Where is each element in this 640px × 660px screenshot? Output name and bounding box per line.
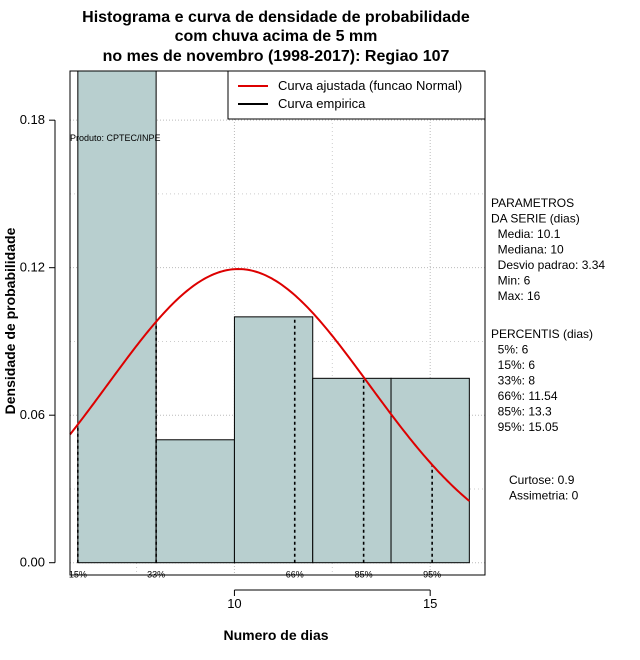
histogram-bar-0: [77, 70, 157, 564]
parameters-line-4: Desvio padrao: 3.34: [491, 258, 605, 272]
chart-title-line-3: no mes de novembro (1998-2017): Regiao 1…: [103, 48, 450, 65]
parameters-line-0: PARAMETROS: [491, 196, 574, 210]
product-label: Produto: CPTEC/INPE: [70, 133, 161, 143]
legend-label-empirical: Curva empirica: [278, 96, 366, 111]
shape-line-1: Assimetria: 0: [509, 489, 579, 503]
x-axis-label: Numero de dias: [223, 627, 328, 643]
y-tick-label-0: 0.00: [20, 555, 45, 570]
x-axis: 10 15: [227, 589, 437, 611]
legend-label-normal: Curva ajustada (funcao Normal): [278, 78, 462, 93]
shape-line-0: Curtose: 0.9: [509, 473, 575, 487]
x-tick-label-0: 10: [227, 596, 241, 611]
y-tick-label-3: 0.18: [20, 112, 45, 127]
histogram-bars: [77, 70, 470, 564]
percentiles-line-6: 95%: 15.05: [491, 420, 559, 434]
y-axis: 0.00 0.06 0.12 0.18: [20, 112, 56, 570]
parameters-line-6: Max: 16: [491, 289, 541, 303]
y-ticks: 0.00 0.06 0.12 0.18: [20, 112, 55, 570]
x-ticks: 10 15: [227, 590, 437, 611]
percentiles-line-3: 33%: 8: [491, 374, 535, 388]
shape-stats-panel: Curtose: 0.9 Assimetria: 0: [509, 473, 579, 503]
parameters-line-3: Mediana: 10: [491, 243, 564, 257]
histogram-bar-4: [390, 377, 470, 564]
legend: Curva ajustada (funcao Normal) Curva emp…: [227, 70, 486, 120]
histogram-bar-3: [312, 377, 392, 564]
histogram-bar-1: [155, 439, 235, 564]
chart-title-line-1: Histograma e curva de densidade de proba…: [82, 9, 470, 26]
parameters-panel: PARAMETROS DA SERIE (dias) Media: 10.1 Me…: [491, 196, 605, 303]
parameters-line-2: Media: 10.1: [491, 227, 561, 241]
percentiles-line-4: 66%: 11.54: [491, 389, 558, 403]
percentiles-line-2: 15%: 6: [491, 358, 535, 372]
y-tick-label-1: 0.06: [20, 407, 45, 422]
y-axis-label: Densidade de probabilidade: [2, 227, 18, 414]
percentiles-line-1: 5%: 6: [491, 343, 529, 357]
chart-title-line-2: com chuva acima de 5 mm: [175, 28, 378, 45]
x-tick-label-1: 15: [423, 596, 437, 611]
y-tick-label-2: 0.12: [20, 260, 45, 275]
percentiles-line-5: 85%: 13.3: [491, 405, 552, 419]
histogram-bar-2: [233, 316, 314, 564]
legend-box: [227, 70, 486, 120]
normal-fit-curve: [69, 268, 470, 502]
parameters-line-5: Min: 6: [491, 274, 531, 288]
percentiles-panel: PERCENTIS (dias) 5%: 6 15%: 6 33%: 8 66%…: [491, 327, 593, 434]
percentiles-line-0: PERCENTIS (dias): [491, 327, 593, 341]
parameters-line-1: DA SERIE (dias): [491, 212, 580, 226]
